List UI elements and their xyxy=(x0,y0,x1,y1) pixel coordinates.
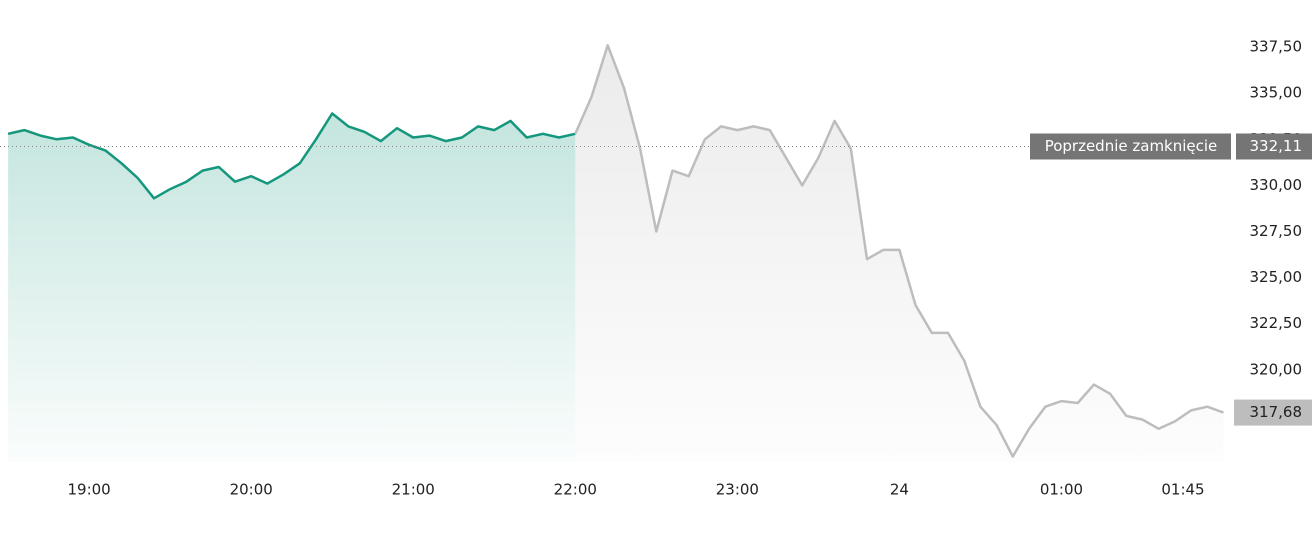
x-tick-label: 20:00 xyxy=(230,481,273,499)
last-price-box xyxy=(1234,399,1312,426)
y-tick-label: 335,00 xyxy=(1250,84,1303,102)
y-tick-label: 320,00 xyxy=(1250,360,1303,378)
y-tick-label: 327,50 xyxy=(1250,222,1303,240)
x-tick-label: 01:45 xyxy=(1161,481,1204,499)
series-line xyxy=(574,44,1224,458)
previous-close-label-box xyxy=(1030,133,1231,160)
series-area xyxy=(8,113,576,462)
y-tick-label: 322,50 xyxy=(1250,314,1303,332)
x-tick-label: 19:00 xyxy=(68,481,111,499)
y-tick-label: 325,00 xyxy=(1250,268,1303,286)
x-tick-label: 22:00 xyxy=(554,481,597,499)
previous-close-value: 332,11 xyxy=(1250,137,1303,155)
x-tick-label: 21:00 xyxy=(392,481,435,499)
previous-close-label: Poprzednie zamknięcie xyxy=(1045,137,1218,155)
series-line xyxy=(7,112,576,200)
x-tick-label: 24 xyxy=(890,481,909,499)
x-tick-label: 23:00 xyxy=(716,481,759,499)
x-tick-label: 01:00 xyxy=(1040,481,1083,499)
y-tick-label: 330,00 xyxy=(1250,176,1303,194)
previous-close-value-box xyxy=(1236,133,1312,160)
last-price-value: 317,68 xyxy=(1250,403,1303,421)
y-tick-label: 337,50 xyxy=(1250,38,1303,56)
